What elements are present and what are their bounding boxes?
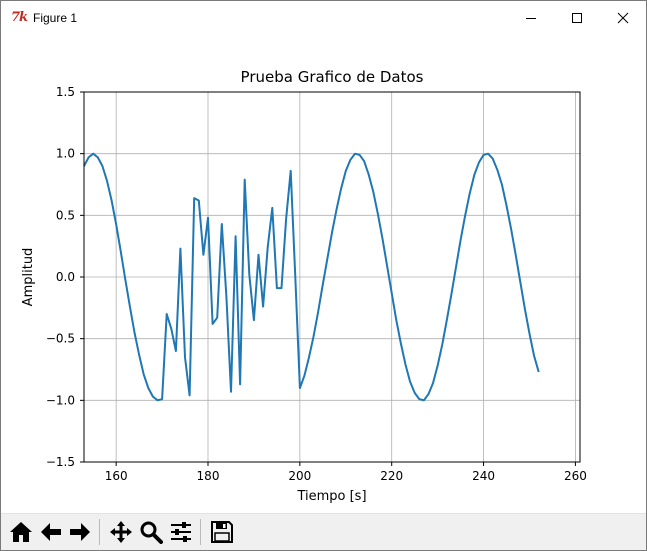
series-line bbox=[83, 152, 540, 402]
tk-app-icon: 7k bbox=[11, 10, 28, 25]
toolbar-separator bbox=[99, 519, 100, 545]
home-button[interactable] bbox=[7, 517, 35, 547]
x-tick-label: 180 bbox=[197, 469, 220, 483]
x-tick-label: 160 bbox=[105, 469, 128, 483]
toolbar-separator bbox=[200, 519, 201, 545]
y-tick-label: 0.5 bbox=[56, 208, 75, 222]
close-icon bbox=[617, 12, 629, 24]
close-button[interactable] bbox=[600, 1, 646, 35]
move-icon bbox=[110, 521, 132, 543]
pan-button[interactable] bbox=[107, 517, 135, 547]
x-tick-label: 200 bbox=[288, 469, 311, 483]
y-tick-label: −0.5 bbox=[46, 332, 75, 346]
y-tick-label: 1.0 bbox=[56, 147, 75, 161]
y-tick-label: −1.0 bbox=[46, 393, 75, 407]
x-tick-label: 240 bbox=[472, 469, 495, 483]
plot-canvas[interactable]: 160 180 200 220 240 260 −1.5 −1.0 −0.5 0.0 0.5 1.0 1… bbox=[1, 35, 646, 513]
minimize-icon bbox=[526, 18, 536, 19]
series-layer bbox=[83, 152, 540, 402]
window-title: Figure 1 bbox=[33, 11, 78, 25]
navigation-toolbar bbox=[1, 513, 646, 550]
maximize-icon bbox=[572, 13, 582, 23]
y-tick-label: −1.5 bbox=[46, 455, 75, 469]
zoom-button[interactable] bbox=[137, 517, 165, 547]
maximize-button[interactable] bbox=[554, 1, 600, 35]
sliders-icon bbox=[171, 522, 191, 542]
ticks: 160 180 200 220 240 260 −1.5 −1.0 −0.5 0.0 0.5 1.0 1… bbox=[46, 85, 587, 483]
title-bar[interactable]: 7k Figure 1 bbox=[1, 1, 646, 35]
x-axis-label: Tiempo [s] bbox=[296, 489, 366, 504]
y-tick-label: 0.0 bbox=[56, 270, 75, 284]
back-button[interactable] bbox=[37, 517, 65, 547]
x-tick-label: 220 bbox=[380, 469, 403, 483]
configure-subplots-button[interactable] bbox=[167, 517, 195, 547]
x-tick-label: 260 bbox=[564, 469, 587, 483]
arrow-right-icon bbox=[70, 523, 90, 541]
y-axis-label: Amplitud bbox=[21, 248, 36, 307]
grid bbox=[84, 91, 580, 463]
y-tick-label: 1.5 bbox=[56, 85, 75, 99]
arrow-left-icon bbox=[41, 523, 61, 541]
home-icon bbox=[10, 522, 32, 542]
magnifier-icon bbox=[140, 521, 163, 544]
minimize-button[interactable] bbox=[508, 1, 554, 35]
floppy-disk-icon bbox=[211, 521, 233, 543]
forward-button[interactable] bbox=[66, 517, 94, 547]
chart-title: Prueba Grafico de Datos bbox=[241, 68, 424, 86]
line-chart: 160 180 200 220 240 260 −1.5 −1.0 −0.5 0.0 0.5 1.0 1… bbox=[21, 68, 587, 504]
save-button[interactable] bbox=[208, 517, 236, 547]
